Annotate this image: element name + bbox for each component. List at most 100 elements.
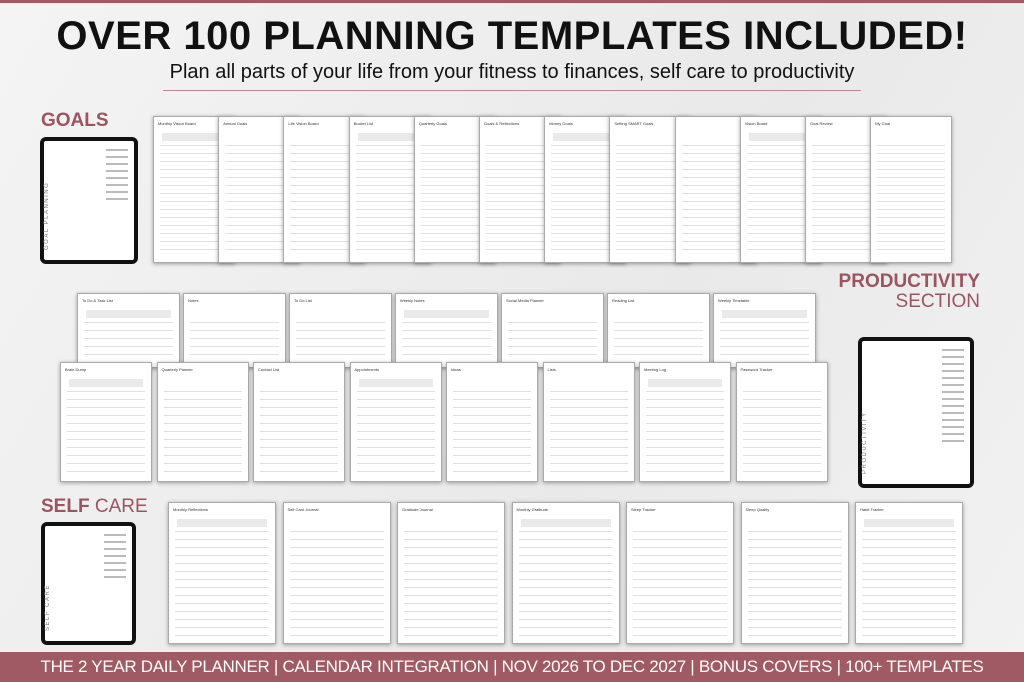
productivity-tablet: PRODUCTIVITY [858,337,974,488]
template-line [67,415,145,416]
template-line [290,217,359,218]
productivity-section-label: PRODUCTIVITY SECTION [830,272,980,312]
template-line [163,455,242,456]
template-line [877,209,946,210]
template-title: Quarterly Planner [161,367,193,372]
template-title: Sleep Quality [745,507,770,512]
template-line [486,241,554,242]
template-line [746,241,815,242]
template-line [742,415,821,416]
template-line [296,354,385,355]
selfcare-label-light: CARE [94,496,148,517]
template-line [486,193,554,194]
template-line [67,439,145,440]
template-line [289,627,384,628]
template-box [177,519,267,527]
template-line [175,571,269,572]
template-line [486,209,554,210]
template-line [681,193,750,194]
template-line [225,177,294,178]
template-line [746,177,815,178]
template-line [747,627,842,628]
template-line [175,619,269,620]
template-line [551,209,620,210]
template-line [812,225,880,226]
template-line [551,161,620,162]
template-line [225,169,294,170]
template-line [260,423,338,424]
template-page: Sleep Quality [740,502,849,644]
template-line [862,635,956,636]
template-title: Bucket List [353,121,374,126]
template-line [877,217,946,218]
template-line [486,201,554,202]
template-line [862,587,956,588]
template-line [616,185,685,186]
template-line [877,225,946,226]
template-line [225,185,294,186]
template-line [646,439,724,440]
template-page: Weekly Notes [395,293,498,368]
template-line [633,635,727,636]
template-line [633,547,727,548]
template-line [453,439,531,440]
template-line [646,471,724,472]
template-line [486,145,554,146]
template-line [862,595,956,596]
template-box [748,133,813,141]
template-line [289,579,384,580]
template-line [633,611,727,612]
template-line [355,249,424,250]
template-line [518,563,613,564]
template-line [549,447,628,448]
template-line [633,595,727,596]
template-line [551,241,620,242]
template-title: Social Media Planner [506,298,544,303]
template-page: Contact List [253,362,345,482]
template-line [551,193,620,194]
template-box [69,379,143,387]
template-title: Contact List [258,367,280,372]
template-line [67,471,145,472]
template-line [163,439,242,440]
template-line [175,635,269,636]
template-title: My Goal [875,121,891,126]
template-line [289,595,384,596]
template-page: Ideas [446,362,538,482]
template-line [862,611,956,612]
template-line [746,161,815,162]
template-line [260,399,338,400]
template-line [296,338,385,339]
template-page: Notes [183,293,286,368]
template-box [864,519,954,527]
selfcare-section-label: SELF CARE [41,496,148,518]
template-line [175,547,269,548]
template-line [616,233,685,234]
template-line [160,217,228,218]
template-line [508,322,597,323]
template-line [356,455,435,456]
template-line [420,209,489,210]
template-line [260,455,338,456]
template-line [551,185,620,186]
template-line [404,547,498,548]
productivity-label-light: SECTION [895,291,980,312]
template-line [355,201,424,202]
template-line [616,241,685,242]
template-line [402,338,491,339]
template-line [355,233,424,234]
template-line [67,431,145,432]
template-line [508,346,597,347]
template-line [616,177,685,178]
template-line [551,217,620,218]
template-line [742,463,821,464]
template-line [812,185,880,186]
template-line [862,547,956,548]
template-line [290,169,359,170]
template-line [163,431,242,432]
template-line [486,225,554,226]
template-line [746,201,815,202]
template-line [486,169,554,170]
template-line [746,249,815,250]
template-line [190,330,279,331]
